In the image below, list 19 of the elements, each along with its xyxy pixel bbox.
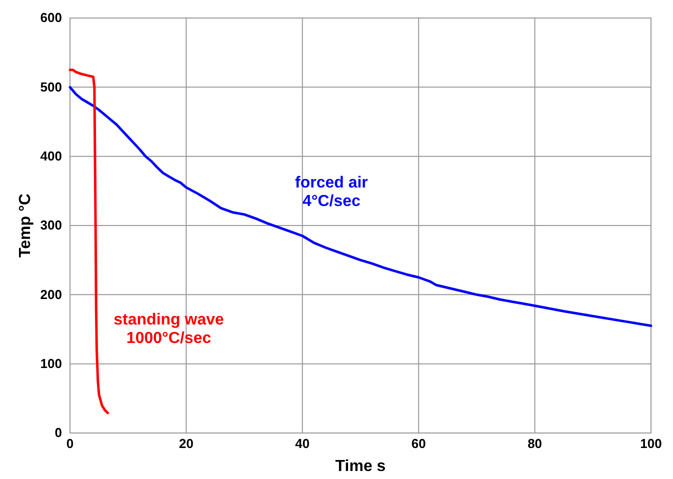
y-tick-label: 500 bbox=[40, 79, 62, 94]
annotation: forced air 4°C/sec bbox=[294, 174, 368, 210]
y-axis-title: Temp °C bbox=[17, 193, 34, 258]
y-tick-label: 600 bbox=[40, 10, 62, 26]
y-tick-label: 400 bbox=[40, 148, 62, 164]
x-tick-label: 80 bbox=[528, 436, 542, 452]
x-axis-title: Time s bbox=[335, 458, 386, 475]
line-series bbox=[68, 86, 652, 328]
x-tick-label: 20 bbox=[178, 436, 194, 452]
line-series bbox=[68, 68, 110, 414]
x-tick-label: 40 bbox=[295, 436, 310, 452]
x-tick-label: 0 bbox=[66, 436, 74, 452]
y-tick-label: 0 bbox=[54, 425, 62, 440]
annotation: standing wave 1000°C/sec bbox=[114, 312, 224, 347]
x-tick-label: 60 bbox=[411, 436, 426, 452]
y-tick-label: 100 bbox=[40, 356, 62, 371]
y-tick-label: 300 bbox=[40, 218, 62, 233]
x-tick-label: 100 bbox=[640, 436, 662, 452]
y-tick-label: 200 bbox=[40, 286, 62, 302]
